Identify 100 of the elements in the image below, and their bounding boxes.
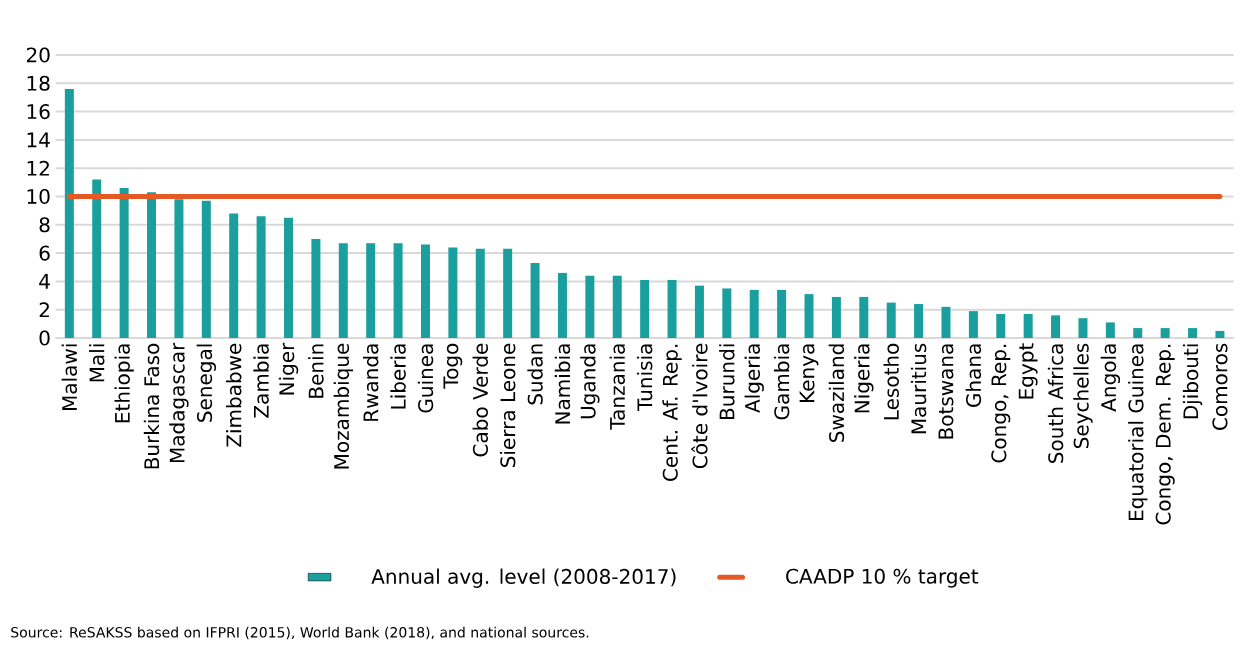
y-tick-label: 4 (39, 274, 50, 289)
x-tick-label: Tanzania (609, 344, 625, 430)
x-tick-label: Malawi (61, 344, 78, 410)
bar (1078, 318, 1088, 338)
bar (996, 313, 1006, 338)
bar (393, 243, 403, 338)
bar (941, 306, 951, 338)
x-tick-label: Benin (308, 344, 324, 398)
x-tick-label: Kenya (799, 344, 819, 402)
y-tick-label: 0 (39, 330, 50, 346)
bar (1023, 313, 1033, 338)
y-tick-label: 18 (27, 75, 50, 91)
bar (1133, 328, 1143, 338)
x-tick-label: Seychelles (1073, 343, 1093, 449)
y-tick-label: 2 (39, 302, 49, 318)
y-tick-label: 10 (27, 188, 50, 205)
x-tick-label: Equatorial Guinea (1128, 344, 1148, 520)
bar (64, 88, 74, 338)
x-tick-label: Egypt (1018, 343, 1038, 399)
bar (831, 296, 841, 338)
bar (749, 289, 759, 338)
x-tick-label: Mozambique (333, 343, 353, 469)
bar (667, 279, 677, 338)
bar (366, 243, 376, 338)
bar (256, 216, 266, 338)
x-tick-label: Swaziland (828, 344, 845, 442)
x-tick-label: Congo, Dem. Rep. (1155, 344, 1175, 525)
y-tick-label: 16 (27, 104, 50, 120)
x-tick-label: Nigeria (854, 344, 874, 413)
x-tick-label: Rwanda (362, 344, 379, 421)
y-tick-label: 6 (39, 245, 50, 261)
bar (92, 179, 102, 338)
x-tick-label: Mali (89, 344, 105, 382)
bar (448, 247, 458, 338)
y-tick-label: 12 (27, 160, 49, 176)
x-tick-label: Liberia (390, 344, 406, 409)
x-tick-label: Uganda (580, 344, 600, 419)
x-tick-label: South Africa (1047, 344, 1064, 463)
x-tick-label: Tunisia (636, 344, 653, 412)
bar (640, 279, 650, 338)
bar (886, 302, 896, 338)
bar (229, 213, 239, 338)
x-tick-label: Zimbabwe (225, 343, 242, 447)
bar (530, 262, 540, 338)
bar (311, 238, 321, 338)
x-tick-label: Gambia (773, 344, 790, 420)
x-tick-label: Cabo Verde (472, 343, 489, 457)
x-tick-label: Algeria (744, 344, 764, 413)
x-tick-label: Côte d'Ivoire (691, 343, 708, 469)
bar (804, 294, 814, 338)
x-tick-label: Madagascar (169, 342, 189, 463)
x-tick-label: Mauritius (910, 343, 927, 434)
bar (1105, 322, 1115, 338)
bar (1051, 315, 1061, 338)
x-tick-label: Niger (278, 342, 299, 395)
bar (694, 285, 704, 338)
x-tick-label: Lesotho (883, 343, 899, 420)
bar (201, 200, 211, 338)
x-tick-label: Congo, Rep. (991, 344, 1011, 463)
bar (859, 296, 869, 338)
x-tick-label: Namibia (554, 344, 571, 424)
x-tick-label: Ethiopia (114, 344, 134, 423)
x-tick-label: Botswana (938, 344, 954, 439)
bar (612, 275, 622, 338)
bar (557, 272, 567, 338)
source-note: Source: ReSAKSS based on IFPRI (2015), World Bank (2018), and national sources. (11, 626, 589, 640)
x-tick-label: Burkina Faso (143, 343, 160, 469)
bar (119, 188, 129, 338)
x-tick-label: Senegal (196, 344, 216, 422)
y-tick-label: 20 (26, 47, 50, 63)
bar (585, 275, 595, 338)
bar (914, 304, 924, 338)
legend-label: Annual avg. level (2008-2017) (371, 568, 676, 588)
bar (503, 248, 513, 338)
bar (1188, 328, 1198, 338)
bar (722, 288, 732, 338)
bar (475, 248, 485, 338)
y-tick-label: 14 (27, 132, 50, 148)
x-tick-label: Sudan (527, 344, 543, 405)
bar (338, 243, 348, 338)
bar (777, 289, 787, 338)
x-tick-label: Zambia (253, 344, 269, 418)
x-tick-label: Cent. Af. Rep. (662, 344, 682, 481)
bar (1160, 328, 1170, 338)
bar (147, 192, 157, 338)
x-tick-label: Togo (443, 343, 463, 389)
x-tick-label: Sierra Leone (499, 343, 516, 467)
x-tick-label: Burundi (719, 344, 735, 419)
x-tick-label: Angola (1100, 344, 1121, 412)
bar (420, 244, 430, 338)
x-tick-label: Guinea (417, 344, 434, 413)
bar (1215, 330, 1225, 338)
x-tick-label: Ghana (965, 344, 982, 407)
bar (284, 217, 294, 338)
x-tick-label: Comoros (1212, 343, 1228, 430)
y-tick-label: 8 (39, 217, 50, 233)
bar (968, 311, 978, 338)
x-tick-label: Djibouti (1182, 344, 1203, 419)
legend-label: CAADP 10 % target (786, 568, 979, 588)
bar (174, 199, 184, 338)
